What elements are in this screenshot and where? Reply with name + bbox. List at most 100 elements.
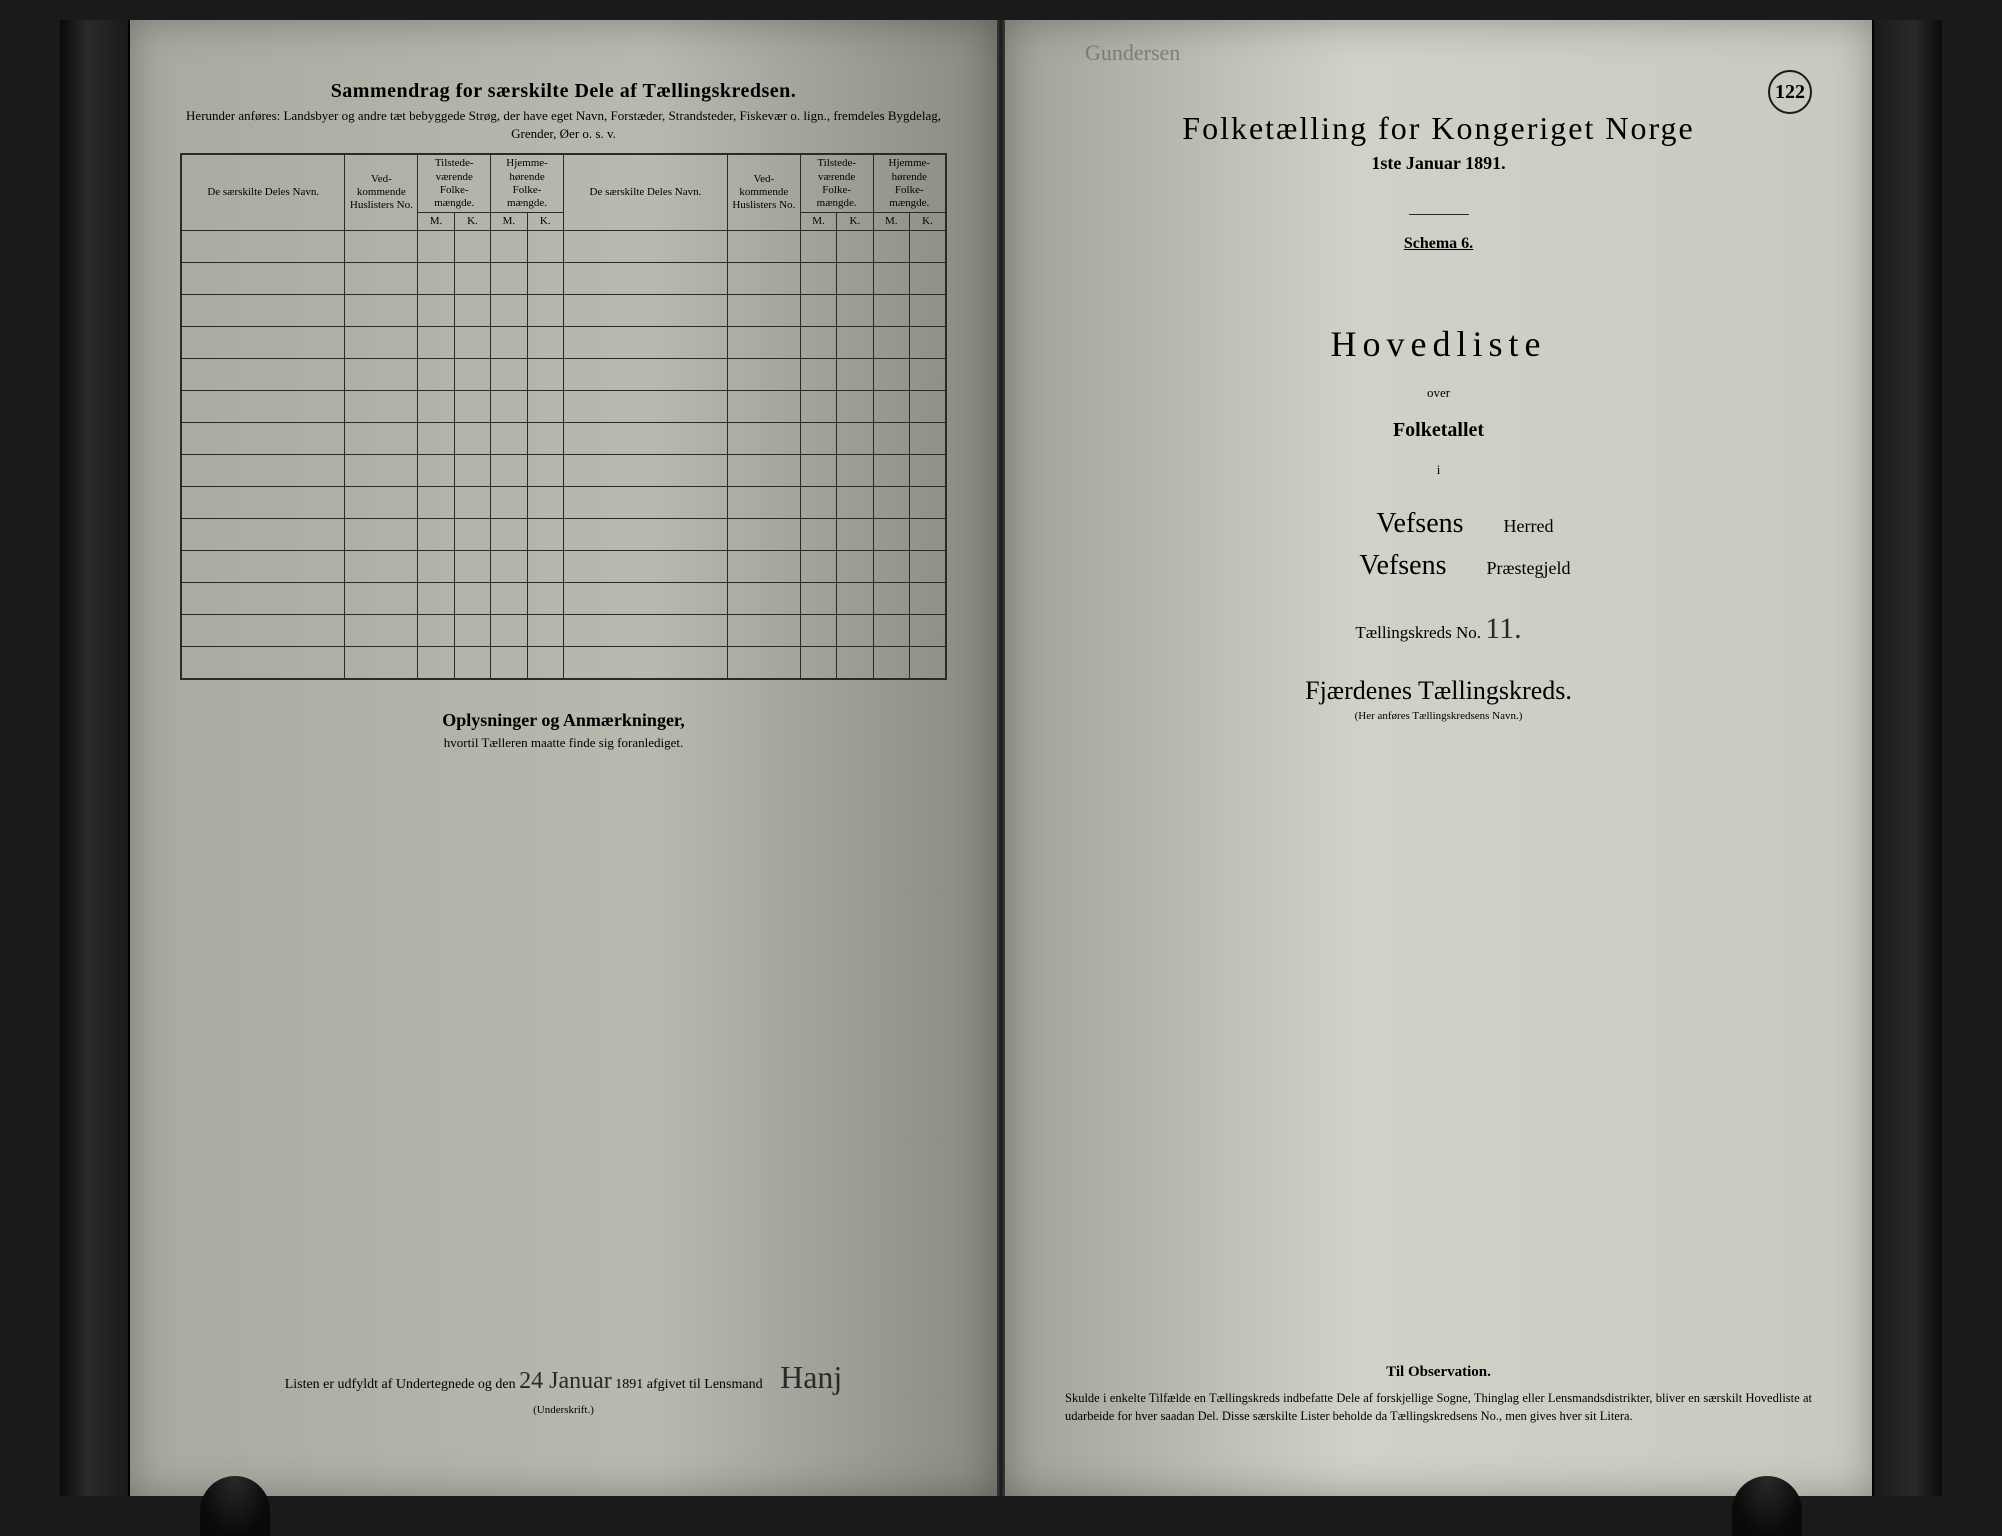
table-cell: [873, 423, 909, 455]
table-cell: [491, 231, 527, 263]
herred-row: Vefsens Herred: [1055, 508, 1822, 540]
table-cell: [527, 615, 563, 647]
right-page: Gundersen 122 Folketælling for Kongerige…: [1005, 20, 1872, 1496]
table-row: [181, 487, 946, 519]
table-cell: [181, 583, 345, 615]
til-observation: Til Observation. Skulde i enkelte Tilfæl…: [1065, 1364, 1812, 1427]
table-row: [181, 455, 946, 487]
table-cell: [727, 615, 800, 647]
divider-1: [1409, 214, 1469, 215]
table-cell: [563, 359, 727, 391]
table-cell: [527, 455, 563, 487]
hand-annotation-top: Gundersen: [1085, 40, 1180, 66]
table-cell: [910, 487, 946, 519]
table-cell: [800, 615, 836, 647]
kreds-label: Tællingskreds No.: [1355, 623, 1481, 642]
table-row: [181, 647, 946, 679]
herred-hand: Vefsens: [1324, 508, 1464, 540]
table-cell: [527, 295, 563, 327]
table-cell: [345, 327, 418, 359]
table-cell: [181, 615, 345, 647]
th-k-3: K.: [837, 213, 873, 231]
left-title: Sammendrag for særskilte Dele af Tælling…: [180, 80, 947, 103]
table-cell: [727, 423, 800, 455]
table-cell: [491, 455, 527, 487]
th-huslist-1: Ved-kommende Huslisters No.: [345, 154, 418, 230]
obs-title: Oplysninger og Anmærkninger,: [180, 710, 947, 731]
table-cell: [418, 391, 454, 423]
table-cell: [181, 647, 345, 679]
book-container: Sammendrag for særskilte Dele af Tælling…: [0, 0, 2002, 1536]
th-m-1: M.: [418, 213, 454, 231]
praeste-label: Præstegjeld: [1487, 558, 1571, 579]
th-tilstede-1: Tilstede-værende Folke-mængde.: [418, 154, 491, 212]
table-cell: [491, 583, 527, 615]
hovedliste: Hovedliste: [1055, 323, 1822, 365]
herred-label: Herred: [1504, 516, 1554, 537]
table-cell: [873, 391, 909, 423]
small-i: i: [1055, 462, 1822, 478]
table-cell: [837, 455, 873, 487]
table-cell: [727, 327, 800, 359]
table-cell: [418, 295, 454, 327]
table-cell: [873, 487, 909, 519]
table-cell: [873, 519, 909, 551]
table-cell: [418, 615, 454, 647]
table-cell: [491, 391, 527, 423]
right-content: Folketælling for Kongeriget Norge 1ste J…: [1055, 80, 1822, 722]
table-cell: [727, 231, 800, 263]
table-cell: [873, 327, 909, 359]
table-cell: [345, 295, 418, 327]
table-row: [181, 551, 946, 583]
left-subtitle: Herunder anføres: Landsbyer og andre tæt…: [180, 107, 947, 143]
kreds-no: 11.: [1485, 612, 1521, 645]
table-cell: [454, 359, 490, 391]
left-header: Sammendrag for særskilte Dele af Tælling…: [180, 80, 947, 143]
table-cell: [454, 519, 490, 551]
table-cell: [910, 327, 946, 359]
table-cell: [418, 647, 454, 679]
table-cell: [181, 295, 345, 327]
table-cell: [491, 359, 527, 391]
table-cell: [181, 551, 345, 583]
table-cell: [910, 231, 946, 263]
table-cell: [181, 391, 345, 423]
table-cell: [837, 423, 873, 455]
table-cell: [910, 583, 946, 615]
table-cell: [418, 551, 454, 583]
sig-text-1: Listen er udfyldt af Undertegnede og den: [285, 1377, 516, 1392]
folketallet: Folketallet: [1055, 419, 1822, 442]
table-cell: [454, 327, 490, 359]
praeste-row: Vefsens Præstegjeld: [1055, 550, 1822, 582]
table-cell: [491, 615, 527, 647]
table-cell: [910, 455, 946, 487]
table-cell: [910, 263, 946, 295]
table-cell: [418, 487, 454, 519]
table-cell: [491, 519, 527, 551]
table-cell: [345, 455, 418, 487]
table-cell: [800, 359, 836, 391]
table-cell: [181, 423, 345, 455]
table-cell: [345, 519, 418, 551]
table-cell: [527, 647, 563, 679]
table-cell: [837, 551, 873, 583]
table-cell: [345, 583, 418, 615]
kreds-name: Fjærdenes Tællingskreds.: [1055, 676, 1822, 706]
book-spine: [997, 20, 1005, 1496]
table-cell: [491, 295, 527, 327]
table-cell: [800, 391, 836, 423]
table-row: [181, 295, 946, 327]
table-row: [181, 391, 946, 423]
table-cell: [418, 263, 454, 295]
table-cell: [491, 551, 527, 583]
table-cell: [527, 263, 563, 295]
table-cell: [800, 583, 836, 615]
table-cell: [418, 455, 454, 487]
over-label: over: [1055, 385, 1822, 401]
th-m-3: M.: [800, 213, 836, 231]
th-huslist-2: Ved-kommende Huslisters No.: [727, 154, 800, 230]
table-cell: [563, 455, 727, 487]
table-cell: [454, 615, 490, 647]
table-cell: [181, 519, 345, 551]
table-cell: [345, 391, 418, 423]
